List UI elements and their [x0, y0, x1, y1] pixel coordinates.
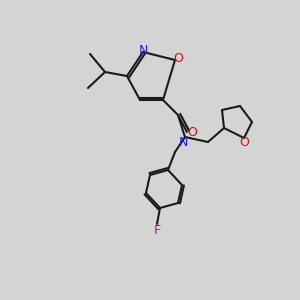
Text: N: N [138, 44, 148, 58]
Text: O: O [187, 125, 197, 139]
Text: N: N [178, 136, 188, 149]
Text: O: O [173, 52, 183, 65]
Text: F: F [153, 224, 161, 238]
Text: O: O [239, 136, 249, 149]
